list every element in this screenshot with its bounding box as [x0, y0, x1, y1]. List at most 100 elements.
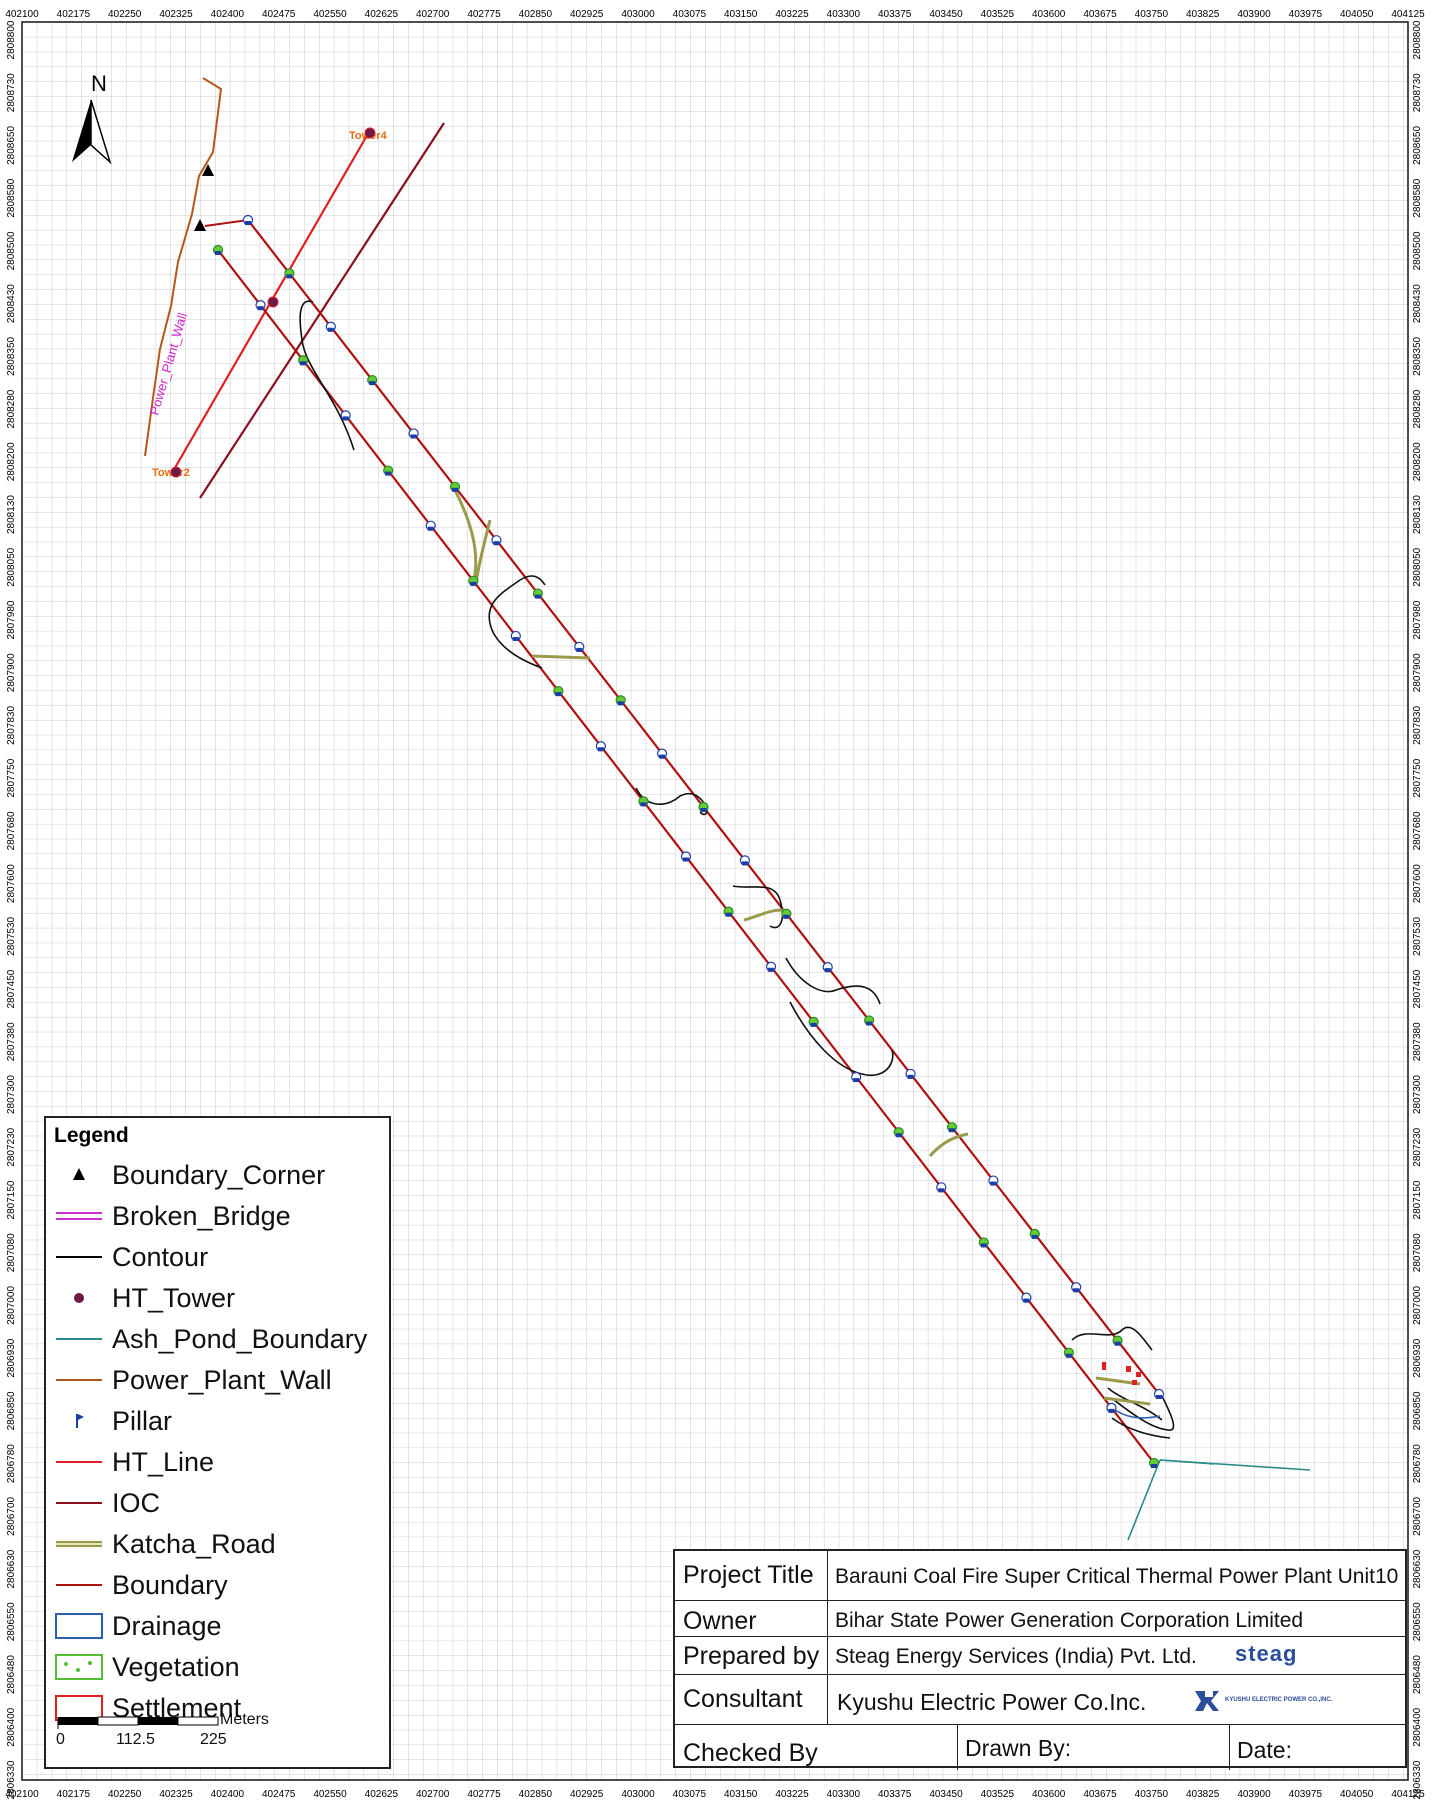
vegetation-marker	[1112, 1335, 1123, 1346]
pillar-marker	[340, 410, 351, 421]
grid-x-label: 404050	[1340, 9, 1374, 20]
date-key: Date:	[1237, 1737, 1292, 1763]
grid-x-label: 403675	[1083, 1789, 1117, 1800]
boundary-corner-icon	[194, 219, 206, 231]
grid-y-label: 2807600	[6, 864, 17, 903]
legend-item-label: Vegetation	[112, 1651, 240, 1682]
grid-x-label: 403750	[1135, 9, 1169, 20]
pillar-marker	[1153, 1388, 1165, 1400]
grid-y-label: 2807750	[6, 758, 17, 797]
grid-x-label: 402175	[57, 1789, 91, 1800]
grid-y-label: 2808350	[6, 336, 17, 375]
grid-x-label: 402850	[519, 9, 553, 20]
prepared-by-key: Prepared by	[683, 1642, 820, 1670]
grid-x-labels-bottom: 402100 402175 402250 402325 402400 402475 4025…	[5, 1789, 1425, 1800]
grid-x-label: 402325	[159, 9, 193, 20]
line-icon	[54, 1447, 104, 1477]
grid-x-label: 403375	[878, 1789, 912, 1800]
pillar-marker	[822, 961, 833, 973]
project-title-key: Project Title	[683, 1561, 814, 1589]
grid-x-label: 402550	[313, 1789, 347, 1800]
vegetation-marker	[698, 801, 709, 813]
ht-tower-marker	[170, 466, 182, 478]
pillar-marker	[1106, 1402, 1117, 1413]
ash-pond-boundary-lines	[1127, 1459, 1311, 1541]
grid-y-label: 2806700	[6, 1496, 17, 1535]
legend-item: IOC	[54, 1486, 160, 1520]
legend-item: Drainage	[54, 1609, 222, 1643]
vegetation-marker	[468, 575, 479, 586]
grid-y-label: 2806330	[1412, 1760, 1423, 1799]
grid-y-label: 2806550	[1412, 1602, 1423, 1641]
grid-x-label: 403075	[673, 9, 707, 20]
grid-y-label: 2807080	[6, 1233, 17, 1272]
grid-x-label: 403450	[929, 9, 963, 20]
grid-x-label: 403675	[1083, 9, 1117, 20]
vegetation-marker	[532, 588, 543, 599]
grid-x-label: 403900	[1237, 1789, 1271, 1800]
grid-x-label: 403150	[724, 9, 758, 20]
grid-x-label: 402700	[416, 9, 450, 20]
vegetation-marker	[1063, 1347, 1075, 1358]
grid-y-label: 2808280	[6, 389, 17, 428]
legend-item-label: Broken_Bridge	[112, 1200, 291, 1231]
grid-y-label: 2807830	[6, 706, 17, 745]
pillar-marker	[510, 630, 521, 642]
grid-x-label: 402250	[108, 1789, 142, 1800]
legend-item-label: Contour	[112, 1241, 209, 1272]
tb-row-prepared: Prepared by Steag Energy Services (India…	[675, 1637, 1405, 1675]
triangle-icon	[54, 1160, 104, 1190]
vegetation-marker	[383, 465, 394, 476]
grid-y-label: 2806630	[1412, 1549, 1423, 1588]
grid-x-label: 402400	[211, 9, 245, 20]
grid-y-label: 2808050	[6, 547, 17, 586]
grid-x-label: 402925	[570, 9, 604, 20]
vegetation-marker	[615, 695, 626, 706]
legend-panel: Legend Boundary_Corner Broken_Bridge Conto…	[44, 1116, 391, 1769]
vegetation-marker	[284, 268, 295, 279]
grid-x-label: 402475	[262, 9, 296, 20]
grid-y-label: 2807230	[1412, 1127, 1423, 1166]
grid-x-label: 404050	[1340, 1789, 1374, 1800]
legend-item-label: HT_Tower	[112, 1282, 236, 1313]
grid-y-label: 2808730	[6, 73, 17, 112]
consultant-value: Kyushu Electric Power Co.Inc.	[837, 1689, 1147, 1715]
grid-y-label: 2807150	[6, 1180, 17, 1219]
grid-y-label: 2806850	[6, 1391, 17, 1430]
drawn-by-key: Drawn By:	[965, 1735, 1072, 1761]
boundary-corner-icon	[202, 164, 214, 176]
legend-item: Boundary	[54, 1568, 228, 1602]
road-icon	[54, 1529, 104, 1559]
grid-y-labels-right: 2808800 2808730 2808650 2808580 2808500 28084…	[1412, 20, 1423, 1799]
grid-y-label: 2806780	[6, 1444, 17, 1483]
pillar-marker	[656, 748, 668, 759]
pillar-marker	[851, 1071, 862, 1083]
grid-y-label: 2808200	[1412, 442, 1423, 481]
grid-x-label: 403450	[929, 1789, 963, 1800]
scale-tick: 0	[56, 1731, 65, 1748]
pillar-marker	[425, 520, 436, 531]
grid-y-label: 2807000	[1412, 1286, 1423, 1325]
contour-lines	[299, 300, 1175, 1439]
katcha-road-lines	[453, 489, 1151, 1406]
grid-x-label: 403825	[1186, 9, 1220, 20]
grid-y-label: 2808800	[6, 20, 17, 59]
grid-y-label: 2806400	[1412, 1707, 1423, 1746]
legend-item-label: IOC	[112, 1487, 161, 1518]
kyushu-mark-icon	[1195, 1691, 1219, 1711]
grid-y-label: 2806480	[6, 1655, 17, 1694]
grid-x-label: 403000	[621, 1789, 655, 1800]
legend-item-label: Power_Plant_Wall	[112, 1364, 332, 1395]
grid-y-label: 2807450	[1412, 969, 1423, 1008]
vegetation-marker	[1148, 1457, 1160, 1469]
grid-y-label: 2807530	[6, 916, 17, 955]
grid-y-label: 2808430	[6, 284, 17, 323]
vegetation-marker	[946, 1122, 958, 1133]
legend-item: Vegetation	[54, 1650, 240, 1684]
north-arrow-label: N	[91, 71, 107, 96]
grid-x-label: 403150	[724, 1789, 758, 1800]
grid-y-label: 2807600	[1412, 864, 1423, 903]
legend-item-label: HT_Line	[112, 1446, 215, 1477]
grid-y-label: 2807980	[6, 600, 17, 639]
grid-y-label: 2807900	[1412, 653, 1423, 692]
